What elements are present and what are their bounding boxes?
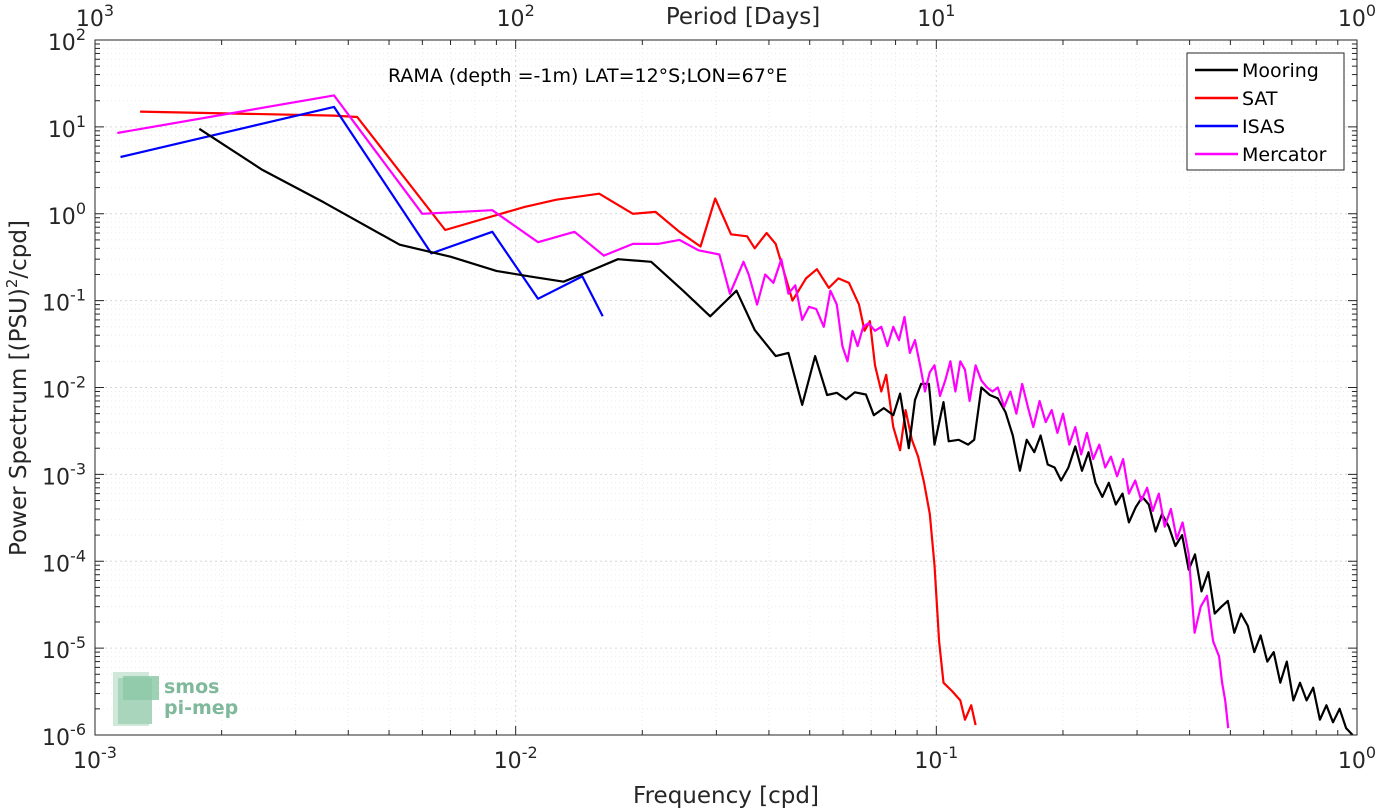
x-axis-title: Frequency [cpd] — [633, 783, 819, 809]
chart-title: RAMA (depth =-1m) LAT=12°S;LON=67°E — [388, 65, 787, 87]
y-tick-label: 10-2 — [42, 373, 86, 404]
series-lines — [117, 94, 1354, 735]
x-tick-labels: 10-3 10-2 10-1 100 — [73, 743, 1376, 774]
logo-mark-front — [123, 676, 159, 700]
legend-box — [1186, 52, 1345, 171]
legend-items: Mooring SAT ISAS Mercator — [1195, 60, 1327, 166]
x-tick-label: 10-1 — [914, 743, 958, 774]
x-tick-label: 10-2 — [494, 743, 538, 774]
y-tick-label: 10-4 — [42, 546, 86, 577]
top-axis-title: Period [Days] — [666, 4, 820, 30]
y-axis-title-sup: 2 — [3, 279, 21, 289]
y-tick-label: 10-5 — [42, 633, 86, 664]
x-tick-label: 100 — [1338, 743, 1376, 774]
legend-label-mooring: Mooring — [1242, 60, 1319, 82]
y-tick-label: 100 — [48, 199, 86, 230]
logo-text-smos: smos — [164, 676, 219, 698]
y-tick-label: 10-3 — [42, 459, 86, 490]
top-tick-label: 102 — [497, 1, 535, 32]
smos-pimep-logo: smos pi-mep — [113, 672, 238, 726]
y-tick-label: 101 — [48, 112, 86, 143]
series-line-sat — [140, 110, 977, 726]
series-line-mooring — [198, 127, 1354, 735]
series-line-mercator — [117, 94, 1230, 729]
axis-ticks — [94, 39, 1358, 736]
y-axis-title: Power Spectrum [(PSU)2/cpd] — [3, 220, 32, 556]
y-tick-label: 10-6 — [42, 720, 86, 751]
y-tick-labels: 102 101 100 10-1 10-2 10-3 10-4 10-5 10-6 — [42, 25, 86, 751]
y-axis-title-main: Power Spectrum [(PSU) — [6, 288, 32, 556]
top-tick-labels: 103 102 101 100 — [76, 1, 1376, 32]
x-tick-label: 10-3 — [73, 743, 117, 774]
legend-label-isas: ISAS — [1242, 116, 1285, 138]
legend-label-mercator: Mercator — [1242, 144, 1327, 166]
top-tick-label: 103 — [76, 1, 114, 32]
y-tick-label: 102 — [48, 25, 86, 56]
legend: Mooring SAT ISAS Mercator — [1186, 52, 1345, 171]
legend-label-sat: SAT — [1242, 88, 1278, 110]
y-axis-title-tail: /cpd] — [6, 220, 32, 279]
top-tick-label: 100 — [1338, 1, 1376, 32]
logo-text-pimep: pi-mep — [164, 697, 238, 719]
top-tick-label: 101 — [917, 1, 955, 32]
y-tick-label: 10-1 — [42, 286, 86, 317]
series-line-isas — [120, 105, 604, 317]
